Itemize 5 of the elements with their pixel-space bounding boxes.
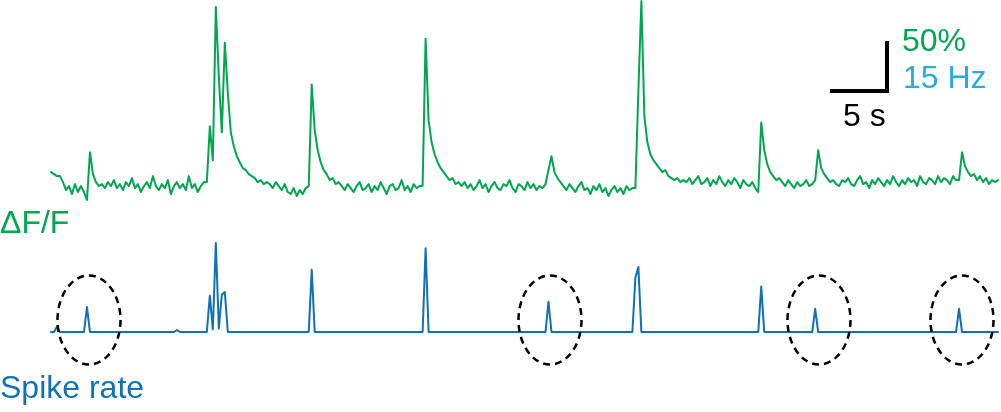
series-label: ΔF/F <box>0 204 70 240</box>
series-label: Spike rate <box>0 369 145 405</box>
annotation: 15 Hz <box>903 59 987 95</box>
annotation: 50% <box>902 22 967 58</box>
annotation: 5 s <box>843 97 886 133</box>
